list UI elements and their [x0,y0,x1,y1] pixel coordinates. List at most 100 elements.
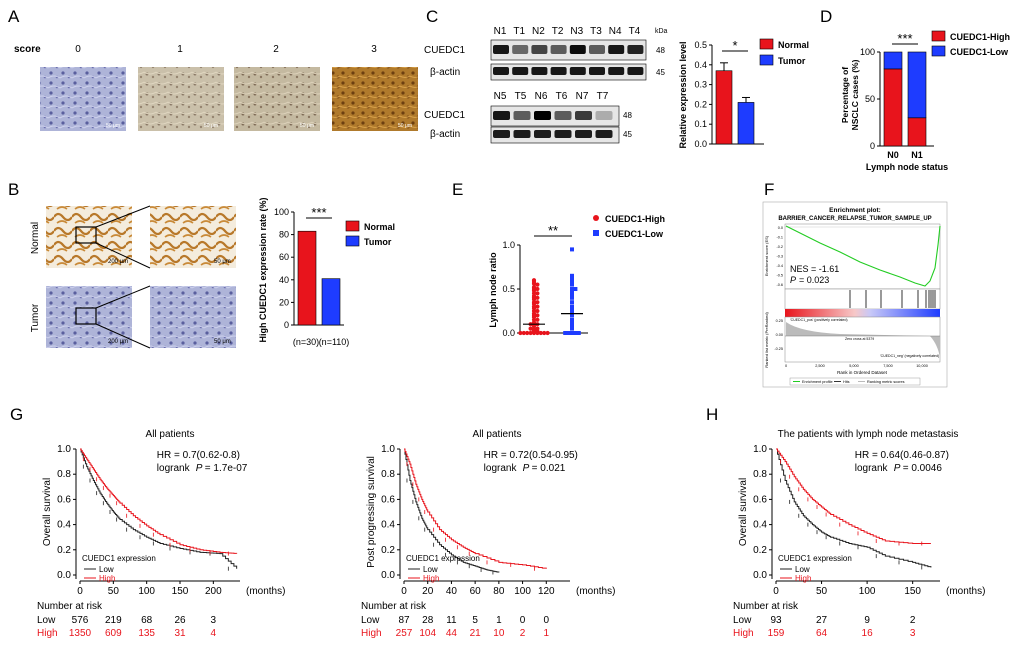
risk-low-value: 576 [72,615,89,626]
lane-label-n5: N5 [494,91,507,102]
gsea-ytick-top: -0.2 [776,245,783,249]
risk-low-value: 26 [174,615,186,626]
point-high [531,281,537,286]
point-high [528,326,533,331]
x-tick-label: 40 [446,586,458,597]
kda-label: kDa [655,28,668,35]
legend-swatch [345,235,360,247]
risk-low-value: 27 [816,615,828,626]
y-tick-label: 0.2 [753,545,767,556]
band-bactin-bottom [534,130,551,138]
p-value: = 0.0046 [903,463,943,474]
legend-label-low: Low [99,565,114,574]
y-tick-label: 0.0 [381,570,395,581]
y-tick-label: 1.0 [753,444,767,455]
y-axis-label: Overall survival [738,478,749,546]
km-plot-g-overall: All patients 0.0 0.2 0.4 0.6 0.8 1.0 0 50 100 150 2… [37,429,285,639]
y-tick-label: 1.0 [57,444,71,455]
y-tick-label: 1.0 [502,240,515,250]
scale-bar-a1: 50 μm [204,123,218,129]
x-tick-label: 120 [538,586,555,597]
p-value: = 1.7e-07 [205,463,248,474]
risk-row-label-low: Low [37,615,56,626]
gsea-ytick-bottom: -0.25 [774,347,783,351]
x-tick-label: 0 [77,586,83,597]
ihc-image-score-0 [40,67,126,131]
legend-label: CUEDC1-High [950,32,1010,42]
band-cuedc1-top [608,45,625,54]
scale-bar-a3: 50 μm [398,123,412,129]
panel-letter-h: H [706,405,718,424]
point-low [570,306,574,311]
risk-high-value: 4 [211,628,217,639]
n-label-normal: (n=30) [293,337,319,347]
gsea-xtick: 10,000 [916,364,928,368]
legend-label-low: Low [795,565,810,574]
point-low [570,326,574,331]
point-low [576,331,581,335]
scale-bar-a0: 50 μm [106,123,120,129]
legend-title: CUEDC1 expression [82,554,156,563]
risk-high-value: 64 [816,628,828,639]
mw-48-top: 48 [656,46,665,55]
mw-45-top: 45 [656,68,665,77]
risk-row-label-high: High [361,628,382,639]
legend-swatch [759,54,774,66]
risk-low-value: 87 [398,615,410,626]
risk-low-value: 9 [864,615,870,626]
point-high [518,330,523,336]
significance-mark: *** [311,205,326,220]
ihc-image-score-1 [138,67,224,131]
point-high [538,330,543,336]
panel-letter-g: G [10,405,23,424]
x-axis-label: (months) [946,586,985,597]
km-title: All patients [473,429,522,440]
y-tick-label: 60 [279,252,289,262]
y-tick-label: 100 [274,207,289,217]
point-low [570,295,574,300]
legend-label: Normal [364,222,395,232]
point-low [570,331,574,335]
gsea-ylabel-bottom: Ranked list metric (PreRanked) [764,312,769,368]
point-high [545,330,550,336]
legend-marker-low [593,230,599,236]
y-axis-label: Overall survival [42,478,53,546]
point-high [535,286,540,292]
band-bactin-bottom [493,130,510,138]
panel-letter-a: A [8,7,20,26]
logrank-text: logrank [484,463,518,474]
point-high [535,295,540,300]
blot-label-bactin-bottom: β-actin [430,129,460,140]
gsea-xtick: 5,000 [849,364,859,368]
ihc-tumor-low-mag [46,286,132,348]
km-curve-high [776,448,931,544]
point-high [535,300,540,305]
panel-letter-f: F [764,180,774,199]
band-cuedc1-top [493,45,509,54]
legend-swatch [931,45,946,57]
gsea-ytick-top: 0.0 [778,226,783,230]
band-bactin-top [531,67,548,75]
gsea-xtick: 2,500 [815,364,825,368]
legend-label-high: High [795,574,811,583]
significance-mark: ** [548,223,558,238]
bar-tumor [737,102,755,145]
chart-c-expression-bar: 0.0 0.1 0.2 0.3 0.4 0.5 Relative expression le… [678,38,809,149]
bar-tumor [321,278,341,326]
legend-title: CUEDC1 expression [778,554,852,563]
x-tick-label: 80 [493,586,505,597]
lane-label-t4: T4 [629,26,641,37]
km-plot-h-lymph-node: The patients with lymph node metastasis 0… [733,429,985,639]
gsea-title-line2: BARRIER_CANCER_RELAPSE_TUMOR_SAMPLE_UP [778,216,931,222]
y-tick-label: 0.5 [694,40,707,50]
y-axis-label: Percentage of [840,67,850,123]
score-3: 3 [371,44,377,55]
lane-label-t6: T6 [556,91,568,102]
gsea-xtick: 0 [785,364,787,368]
point-low [570,300,574,305]
gsea-ytick-top: -0.3 [776,255,783,259]
panel-f-gsea: Enrichment plot: BARRIER_CANCER_RELAPSE_… [762,201,948,388]
gsea-ylabel-top: Enrichment score (ES) [764,235,769,276]
gsea-ytick-bottom: 0.00 [776,333,783,337]
